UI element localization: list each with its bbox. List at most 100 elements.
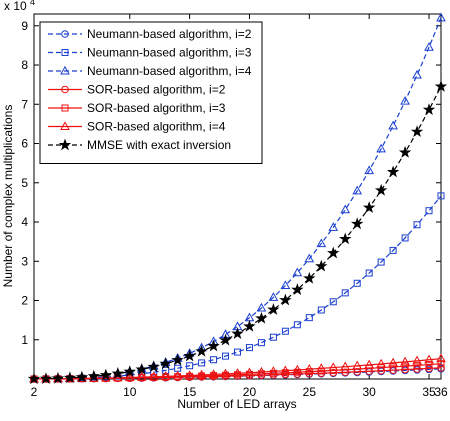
marker	[267, 303, 280, 315]
marker	[315, 259, 328, 272]
marker	[210, 356, 218, 364]
marker	[339, 232, 352, 245]
x-tick-label: 15	[183, 385, 197, 399]
legend-label: Neumann-based algorithm, i=4	[87, 64, 252, 78]
marker	[389, 246, 397, 254]
marker	[159, 357, 172, 370]
marker	[412, 69, 422, 79]
marker	[61, 30, 69, 38]
marker	[434, 80, 448, 92]
y-tick-label: 1	[21, 333, 28, 347]
marker	[208, 369, 219, 378]
marker	[63, 371, 77, 384]
marker	[350, 217, 364, 230]
marker	[244, 367, 255, 377]
marker	[410, 125, 424, 138]
marker	[303, 271, 316, 284]
marker	[231, 327, 244, 339]
marker	[436, 353, 446, 363]
y-axis-label: Number of complex multiplications	[1, 105, 15, 288]
marker	[362, 201, 376, 213]
marker	[172, 370, 183, 380]
marker	[234, 348, 241, 356]
y-exponent-power: 4	[30, 0, 35, 7]
legend-label: Neumann-based algorithm, i=3	[87, 46, 252, 60]
marker	[183, 349, 196, 362]
marker	[232, 368, 243, 377]
legend-entry: Neumann-based algorithm, i=2	[48, 27, 252, 41]
x-axis-label: Number of LED arrays	[177, 397, 296, 411]
series-line	[33, 358, 442, 380]
marker	[256, 366, 267, 376]
marker	[136, 371, 147, 381]
marker	[401, 234, 409, 242]
marker	[352, 185, 363, 195]
marker	[292, 364, 303, 374]
marker	[398, 145, 412, 158]
legend-entry: SOR-based algorithm, i=4	[48, 120, 226, 134]
marker	[220, 368, 231, 378]
marker	[353, 279, 361, 287]
marker	[171, 353, 184, 366]
marker	[365, 269, 373, 277]
marker	[425, 361, 433, 369]
marker	[280, 365, 291, 375]
y-tick-label: 9	[21, 19, 28, 33]
marker	[436, 12, 446, 22]
marker	[293, 321, 301, 329]
marker	[401, 362, 409, 370]
marker	[99, 368, 113, 381]
marker	[413, 361, 421, 369]
legend-entry: SOR-based algorithm, i=2	[48, 83, 226, 97]
y-tick-label: 4	[21, 215, 28, 229]
marker	[196, 369, 207, 379]
marker	[386, 165, 400, 178]
marker	[352, 360, 363, 370]
y-tick-label: 2	[21, 294, 28, 308]
marker	[437, 360, 445, 368]
marker	[328, 222, 339, 231]
marker	[413, 221, 421, 229]
marker	[160, 371, 171, 380]
legend-label: Neumann-based algorithm, i=2	[87, 27, 252, 41]
marker	[256, 302, 267, 312]
x-tick-label: 36	[434, 385, 448, 399]
marker	[195, 344, 208, 357]
x-tick-label: 2	[31, 385, 38, 399]
legend-entry: Neumann-based algorithm, i=4	[48, 64, 252, 78]
marker	[424, 42, 434, 51]
marker	[162, 366, 170, 374]
marker	[340, 361, 351, 371]
marker	[424, 354, 434, 364]
marker	[437, 192, 445, 200]
marker	[61, 104, 69, 112]
marker	[123, 365, 136, 378]
marker	[135, 362, 148, 375]
marker	[377, 364, 385, 372]
marker	[148, 371, 159, 381]
marker	[376, 143, 386, 153]
marker	[268, 292, 279, 301]
marker	[305, 314, 313, 322]
marker	[51, 371, 65, 384]
marker	[291, 283, 304, 295]
marker	[389, 363, 397, 371]
y-exponent-base: x 10	[4, 0, 27, 13]
marker	[400, 95, 410, 105]
marker	[304, 253, 315, 263]
marker	[292, 267, 303, 277]
marker	[184, 370, 195, 379]
marker	[388, 120, 398, 130]
marker	[222, 352, 230, 360]
marker	[268, 366, 279, 375]
marker	[340, 204, 351, 214]
marker	[27, 372, 41, 385]
marker	[219, 333, 232, 346]
marker	[245, 344, 253, 352]
legend-label: MMSE with exact inversion	[87, 138, 231, 152]
marker	[75, 370, 89, 383]
x-tick-label: 30	[362, 385, 376, 399]
legend-entry: SOR-based algorithm, i=3	[48, 101, 226, 115]
marker	[124, 372, 135, 381]
